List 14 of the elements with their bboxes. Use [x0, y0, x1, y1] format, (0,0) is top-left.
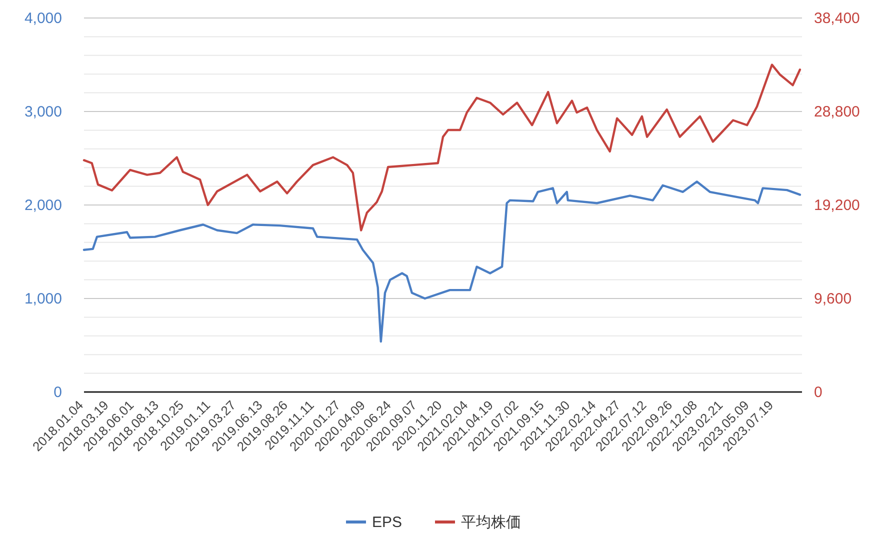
y2-tick-label: 9,600	[814, 290, 852, 308]
line-series	[82, 64, 802, 232]
y-tick-label: 2,000	[24, 197, 62, 214]
y2-tick-label: 28,800	[814, 104, 860, 120]
legend-label: 平均株価	[461, 514, 521, 531]
legend-label: EPS	[372, 514, 402, 531]
y-tick-label: 4,000	[24, 10, 62, 27]
y2-tick-label: 0	[814, 384, 822, 401]
y2-tick-label: 38,400	[814, 10, 860, 27]
y-tick-label: 0	[54, 384, 62, 401]
y-tick-label: 1,000	[24, 290, 62, 308]
y2-tick-label: 19,200	[814, 197, 860, 214]
y-tick-label: 3,000	[24, 104, 62, 120]
line-series	[82, 180, 802, 343]
